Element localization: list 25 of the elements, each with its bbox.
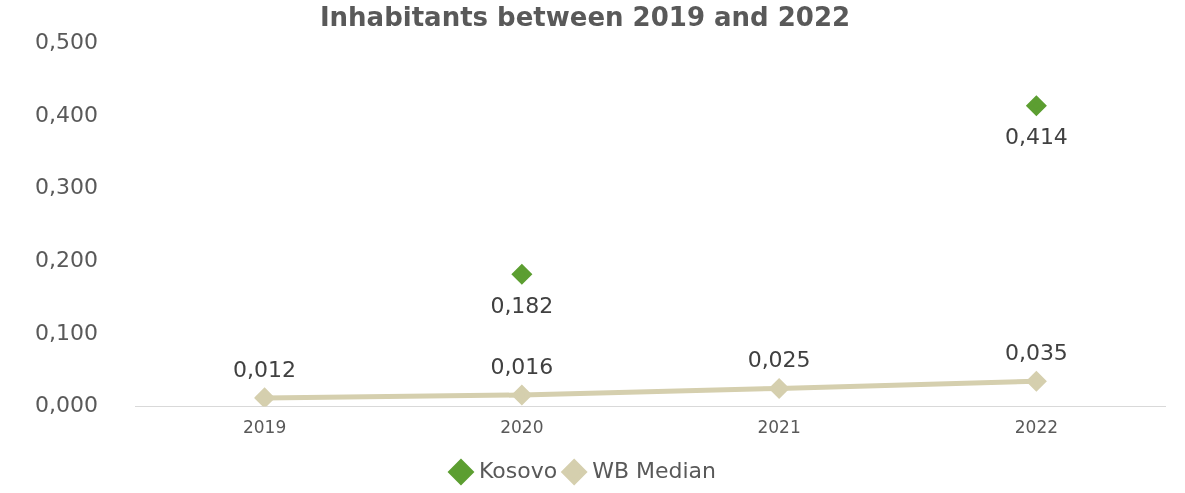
- point: [1026, 371, 1046, 391]
- data-label: 0,035: [1004, 339, 1068, 365]
- point: [769, 378, 789, 398]
- x-tick-label: 2021: [757, 417, 801, 438]
- data-label: 0,182: [490, 293, 554, 319]
- x-tick-label: 2020: [500, 417, 544, 438]
- data-label: 0,012: [233, 356, 297, 382]
- x-tick-label: 2022: [1014, 417, 1059, 438]
- point: [512, 264, 532, 284]
- x-tick-label: 2019: [242, 417, 287, 438]
- point: [512, 385, 532, 405]
- y-tick-label: 0,200: [35, 246, 98, 272]
- data-label: 0,025: [747, 347, 811, 373]
- data-label: 0,414: [1004, 124, 1068, 150]
- legend-label: WB Median: [592, 457, 717, 483]
- y-tick-label: 0,400: [35, 101, 98, 127]
- y-tick-label: 0,500: [35, 28, 98, 54]
- y-tick-label: 0,300: [35, 174, 98, 200]
- legend-label: Kosovo: [478, 457, 558, 483]
- y-tick-label: 0,100: [35, 319, 98, 345]
- point: [255, 388, 275, 407]
- y-tick-label: 0,000: [35, 392, 98, 418]
- chart-title: Inhabitants between 2019 and 2022: [319, 2, 851, 33]
- point: [1026, 96, 1046, 116]
- data-label: 0,016: [490, 353, 554, 379]
